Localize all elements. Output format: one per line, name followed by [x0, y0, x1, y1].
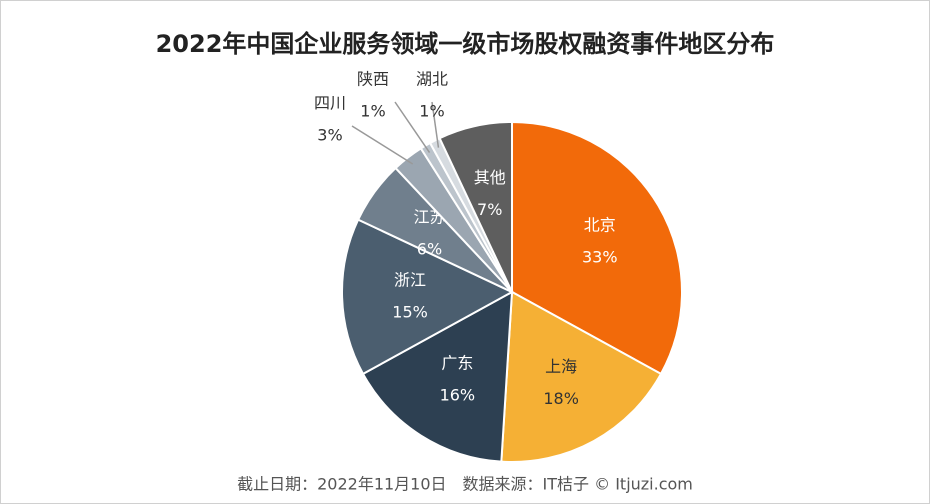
- slice-name: 陕西: [357, 70, 389, 89]
- slice-name: 浙江: [394, 271, 426, 290]
- slice-label: 1%: [360, 102, 385, 121]
- pie-slice: [511, 120, 683, 376]
- slice-name: 广东: [441, 354, 473, 373]
- slice-label: 7%: [477, 200, 502, 219]
- leader-line: [351, 125, 414, 165]
- pie-slice: [361, 290, 514, 463]
- chart-title: 2022年中国企业服务领域一级市场股权融资事件地区分布: [156, 30, 775, 58]
- slice-label: 3%: [317, 126, 342, 145]
- slice-name: 四川: [314, 94, 346, 113]
- slice-name: 湖北: [416, 70, 448, 89]
- slice-label: 33%: [582, 248, 618, 267]
- slice-name: 其他: [474, 168, 506, 187]
- leader-line: [394, 101, 431, 153]
- leader-line: [431, 101, 440, 148]
- pie-slice: [341, 218, 515, 376]
- slice-name: 上海: [545, 357, 577, 376]
- slice-label: 18%: [543, 389, 579, 408]
- slice-label: 15%: [392, 303, 428, 322]
- slice-label: 6%: [417, 240, 442, 259]
- pie-slice: [500, 290, 663, 463]
- slice-label: 16%: [440, 386, 476, 405]
- slice-label: 1%: [419, 102, 444, 121]
- slice-name: 北京: [584, 216, 616, 235]
- source-note: 截止日期：2022年11月10日 数据来源：IT桔子 © Itjuzi.com: [237, 475, 693, 494]
- pie-slice: [438, 120, 513, 293]
